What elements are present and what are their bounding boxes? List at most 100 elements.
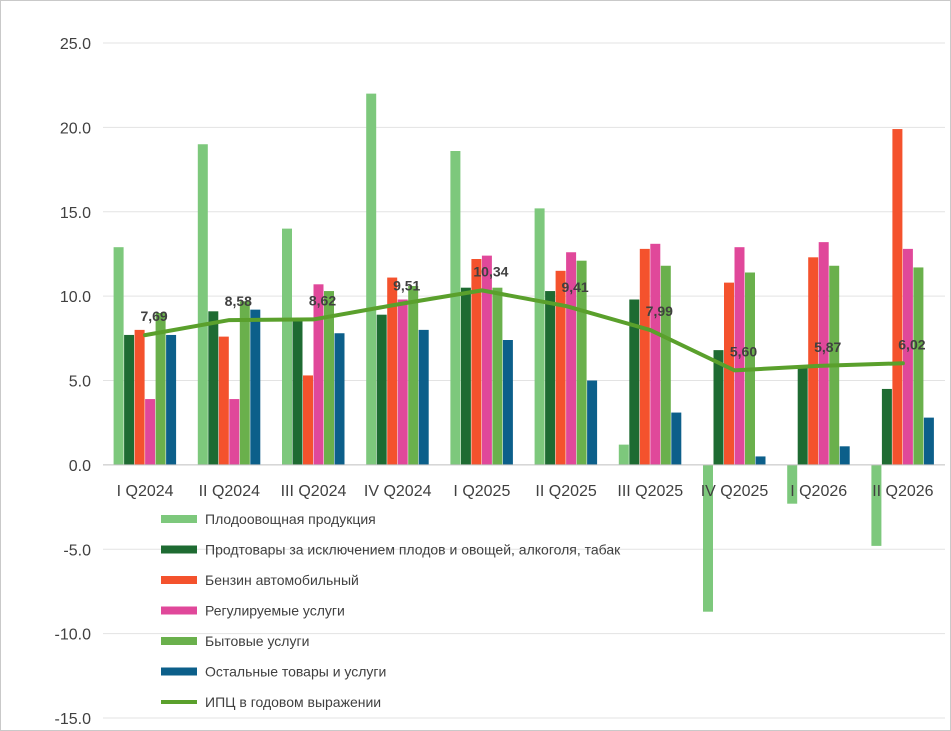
legend-swatch (161, 637, 197, 645)
bar (660, 265, 671, 465)
bar (671, 412, 682, 465)
x-tick-label: IV Q2025 (701, 483, 769, 500)
cpi-line-path (143, 288, 905, 373)
bar (460, 287, 471, 465)
legend-label: Регулируемые услуги (205, 603, 345, 619)
y-tick-label: 5.0 (69, 374, 91, 391)
legend-swatch (161, 576, 197, 584)
bar (239, 301, 250, 465)
bar (818, 242, 829, 465)
bar (587, 380, 598, 465)
x-tick-label: I Q2024 (117, 483, 174, 500)
bar (566, 252, 577, 465)
bar (797, 367, 808, 465)
bar (629, 299, 640, 465)
bar (534, 208, 545, 465)
x-tick-label: II Q2025 (535, 483, 596, 500)
bar (197, 144, 208, 465)
bar (618, 444, 629, 465)
bar (545, 291, 556, 465)
y-tick-label: -5.0 (63, 542, 91, 559)
legend: Плодоовощная продукция Продтовары за искл… (161, 511, 621, 710)
bar (650, 243, 661, 465)
y-tick-label: 20.0 (60, 120, 91, 137)
bar (145, 399, 156, 465)
bar (576, 260, 587, 465)
y-tick-label: 0.0 (69, 458, 91, 475)
bar (639, 248, 650, 465)
bar (229, 399, 240, 465)
x-tick-label: III Q2024 (281, 483, 347, 500)
y-tick-label: 10.0 (60, 289, 91, 306)
bar (871, 464, 882, 546)
bar (313, 284, 324, 465)
bar (376, 314, 387, 465)
cpi-data-label: 9,51 (393, 277, 420, 293)
bar (881, 388, 892, 465)
bar (113, 247, 124, 465)
y-tick-label: -10.0 (55, 627, 92, 644)
cpi-data-label: 8,62 (309, 292, 336, 308)
bar (418, 329, 429, 465)
legend-swatch (161, 515, 197, 523)
cpi-line (143, 288, 905, 373)
bar (366, 93, 377, 465)
bars (113, 93, 934, 612)
legend-label: ИПЦ в годовом выражении (205, 694, 381, 710)
cpi-data-label: 10,34 (473, 263, 508, 279)
bar (713, 350, 724, 465)
legend-label: Бытовые услуги (205, 633, 309, 649)
legend-label: Остальные товары и услуги (205, 664, 386, 680)
bar (334, 333, 345, 465)
bar (282, 228, 292, 465)
legend-swatch (161, 667, 197, 676)
x-tick-label: I Q2026 (790, 483, 847, 500)
bar (208, 311, 219, 465)
bar (471, 259, 482, 465)
cpi-data-labels: 7,69 8,58 8,62 9,51 10,34 9,41 7,99 5,60 5,87 6,0… (140, 263, 925, 359)
legend-label: Плодоовощная продукция (205, 511, 376, 527)
cpi-data-label: 5,60 (730, 343, 757, 359)
bar (913, 267, 924, 465)
bar (787, 464, 798, 504)
x-tick-label: II Q2024 (199, 483, 260, 500)
bar (124, 334, 135, 465)
cpi-data-label: 7,99 (646, 303, 673, 319)
y-tick-label: 15.0 (60, 205, 91, 222)
legend-label: Продтовары за исключением плодов и овоще… (205, 542, 621, 558)
bar (755, 456, 766, 465)
x-tick-label: III Q2025 (617, 483, 683, 500)
bar (450, 151, 461, 465)
bar (387, 277, 398, 465)
bar (292, 318, 303, 465)
bar (324, 291, 334, 465)
bar (502, 340, 513, 465)
cpi-data-label: 9,41 (561, 279, 588, 295)
bar (218, 336, 229, 465)
cpi-data-label: 8,58 (225, 293, 252, 309)
bar (839, 446, 850, 465)
bar (397, 299, 408, 465)
bar (303, 375, 313, 465)
bar (481, 255, 492, 465)
bar (724, 282, 734, 465)
x-axis-ticks: I Q2024 II Q2024 III Q2024 IV Q2024 I Q2025 I… (117, 483, 934, 500)
bar (703, 464, 713, 612)
bar (808, 257, 819, 465)
cpi-data-label: 7,69 (140, 308, 167, 324)
y-axis-ticks: 25.0 20.0 15.0 10.0 5.0 0.0 -5.0 -10.0 -15.0 (55, 36, 92, 728)
legend-label: Бензин автомобильный (205, 572, 359, 588)
bar (492, 287, 503, 465)
y-tick-label: -15.0 (55, 711, 92, 728)
bar (555, 270, 566, 465)
cpi-data-label: 5,87 (814, 339, 841, 355)
bar (166, 334, 177, 465)
cpi-data-label: 6,02 (898, 336, 925, 352)
legend-swatch (161, 606, 197, 615)
bar (155, 313, 166, 465)
legend-swatch (161, 545, 197, 554)
bar (134, 329, 145, 465)
bar (892, 129, 903, 465)
